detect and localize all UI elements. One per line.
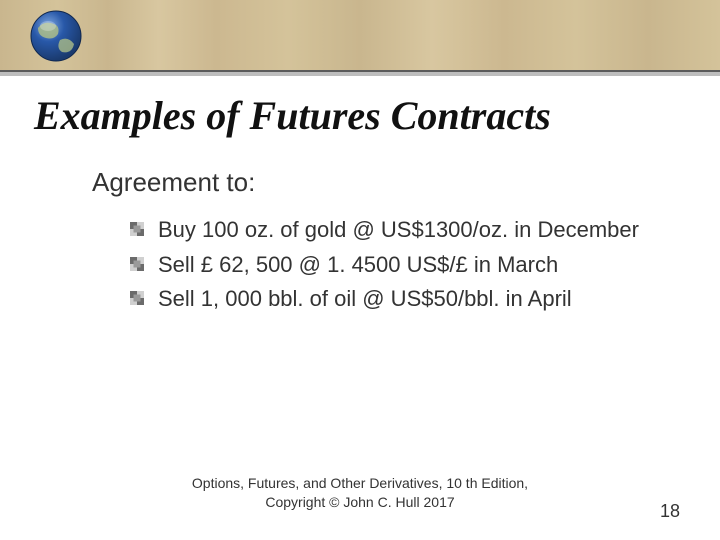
footer-line-2: Copyright © John C. Hull 2017: [265, 494, 454, 510]
footer-citation: Options, Futures, and Other Derivatives,…: [0, 474, 720, 512]
page-number: 18: [660, 501, 680, 522]
list-item-text: Buy 100 oz. of gold @ US$1300/oz. in Dec…: [158, 217, 639, 242]
subtitle: Agreement to:: [92, 167, 670, 198]
bullet-list: Buy 100 oz. of gold @ US$1300/oz. in Dec…: [92, 216, 670, 314]
list-item-text: Sell £ 62, 500 @ 1. 4500 US$/£ in March: [158, 252, 558, 277]
slide-title: Examples of Futures Contracts: [0, 72, 720, 139]
list-item-text: Sell 1, 000 bbl. of oil @ US$50/bbl. in …: [158, 286, 572, 311]
list-item: Sell £ 62, 500 @ 1. 4500 US$/£ in March: [130, 251, 670, 280]
bullet-icon: [130, 222, 144, 236]
body-content: Agreement to: Buy 100 oz. of gold @ US$1…: [0, 139, 720, 314]
list-item: Sell 1, 000 bbl. of oil @ US$50/bbl. in …: [130, 285, 670, 314]
decorative-header-bar: [0, 0, 720, 72]
globe-icon: [30, 10, 82, 62]
bullet-icon: [130, 291, 144, 305]
bullet-icon: [130, 257, 144, 271]
list-item: Buy 100 oz. of gold @ US$1300/oz. in Dec…: [130, 216, 670, 245]
footer-line-1: Options, Futures, and Other Derivatives,…: [192, 475, 528, 491]
